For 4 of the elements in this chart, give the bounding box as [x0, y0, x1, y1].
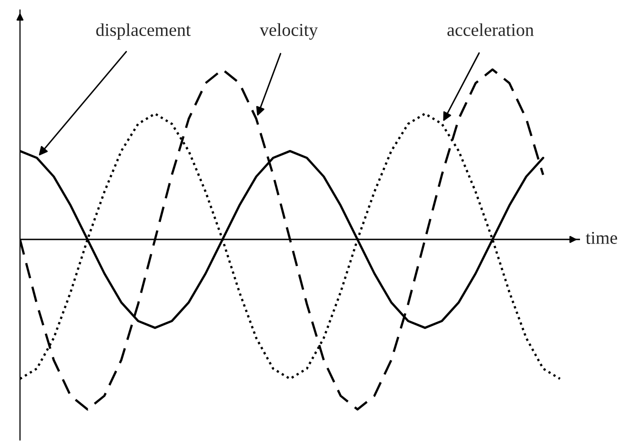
x-axis-title: time — [586, 232, 618, 244]
text: acceleration — [447, 23, 534, 36]
text: velocity — [260, 23, 318, 40]
text: displacement — [96, 23, 191, 40]
